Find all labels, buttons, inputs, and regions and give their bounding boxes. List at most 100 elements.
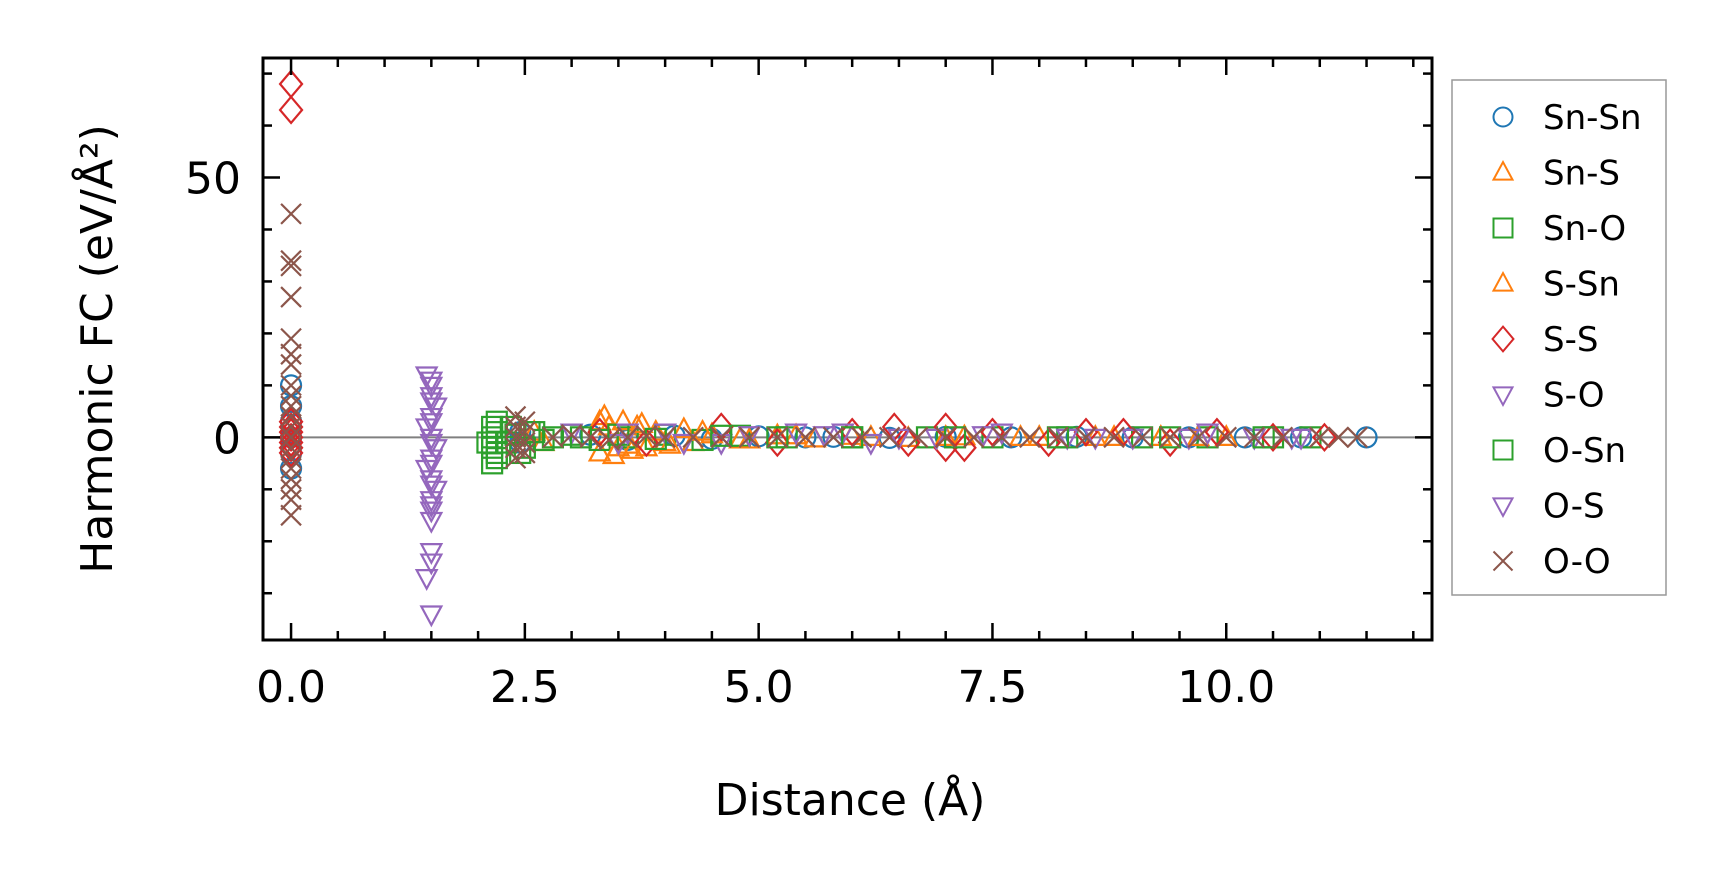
data-point xyxy=(419,449,444,472)
data-point xyxy=(1215,426,1238,449)
data-point xyxy=(766,426,789,449)
x-tick-label: 10.0 xyxy=(1177,662,1275,713)
data-point xyxy=(1130,426,1154,449)
data-point xyxy=(1177,428,1201,451)
data-point xyxy=(611,408,635,431)
legend-entry: Sn-O xyxy=(1492,209,1626,249)
data-point xyxy=(278,438,304,468)
data-point xyxy=(924,428,949,451)
data-point xyxy=(278,417,304,447)
legend: Sn-Sn Sn-S Sn-O S-Sn S-S S-O O-Sn O-S O-O xyxy=(1451,79,1667,596)
data-point xyxy=(419,605,444,628)
data-point xyxy=(280,286,302,308)
data-point xyxy=(1008,424,1033,446)
series-o-s xyxy=(419,371,1304,524)
data-point xyxy=(280,436,302,459)
legend-label: O-Sn xyxy=(1543,431,1626,471)
data-point xyxy=(737,426,762,449)
data-point xyxy=(1157,427,1183,458)
data-point xyxy=(906,426,929,449)
data-point xyxy=(1346,426,1368,449)
legend-entries: Sn-Sn Sn-S Sn-O S-Sn S-S S-O O-Sn O-S O-O xyxy=(1491,98,1642,582)
legend-marker xyxy=(1491,325,1515,353)
legend-entry: Sn-Sn xyxy=(1492,98,1642,138)
legend-label: S-Sn xyxy=(1543,265,1620,305)
tick-labels: 0.0 2.5 5.0 7.5 10.0 0 50 xyxy=(185,154,1275,713)
data-point xyxy=(280,384,302,407)
data-points xyxy=(278,69,1378,628)
data-point xyxy=(710,426,733,449)
data-point xyxy=(1327,426,1350,449)
data-point xyxy=(419,470,444,493)
data-point xyxy=(1083,424,1108,446)
data-point xyxy=(587,439,612,462)
data-point xyxy=(280,504,302,527)
data-point xyxy=(280,353,302,376)
legend-marker xyxy=(1492,217,1514,239)
data-point xyxy=(414,459,439,482)
legend-entry: S-S xyxy=(1491,320,1598,360)
data-point xyxy=(766,426,789,449)
data-point xyxy=(280,203,302,225)
data-point xyxy=(414,366,439,389)
data-point xyxy=(280,457,302,480)
data-point xyxy=(414,418,439,441)
data-point xyxy=(934,426,957,449)
data-point xyxy=(1019,426,1041,449)
data-point xyxy=(1159,426,1182,449)
data-point xyxy=(822,426,845,449)
legend-entry: O-S xyxy=(1491,487,1605,527)
data-point xyxy=(419,387,444,410)
data-point xyxy=(708,412,734,442)
legend-entry: Sn-S xyxy=(1491,154,1620,194)
data-point xyxy=(542,426,564,449)
data-point xyxy=(690,418,715,441)
data-point xyxy=(514,442,536,464)
data-point xyxy=(1075,426,1097,449)
data-point xyxy=(419,407,444,430)
y-tick-label: 50 xyxy=(185,154,241,205)
data-point xyxy=(764,427,790,458)
x-tick-label: 2.5 xyxy=(490,662,560,713)
data-point xyxy=(635,425,658,447)
data-point xyxy=(514,431,536,454)
data-point xyxy=(1260,422,1286,453)
data-point xyxy=(1279,428,1304,451)
data-point xyxy=(280,488,302,511)
legend-entry: S-O xyxy=(1491,376,1605,416)
data-point xyxy=(419,376,444,399)
data-point xyxy=(1046,426,1070,449)
data-point xyxy=(709,433,734,456)
legend-marker xyxy=(1491,386,1515,408)
data-point xyxy=(419,371,444,394)
legend-marker xyxy=(1491,270,1515,292)
legend-label: S-O xyxy=(1543,376,1605,416)
data-point xyxy=(419,428,444,451)
data-point xyxy=(654,426,676,449)
data-point xyxy=(598,429,620,451)
data-point xyxy=(280,327,302,350)
data-point xyxy=(887,428,911,451)
data-point xyxy=(419,501,444,524)
data-point xyxy=(419,543,444,565)
data-point xyxy=(280,374,302,397)
data-point xyxy=(280,426,302,449)
data-point xyxy=(485,410,508,433)
data-point xyxy=(850,426,873,449)
data-point xyxy=(424,397,448,420)
data-point xyxy=(514,410,536,433)
x-tick-label: 5.0 xyxy=(724,662,794,713)
data-point xyxy=(559,423,584,446)
data-point xyxy=(1131,426,1153,449)
legend-label: Sn-O xyxy=(1543,209,1626,249)
data-point xyxy=(424,480,448,503)
legend-frame xyxy=(1451,79,1667,596)
legend-marker xyxy=(1491,497,1515,519)
data-point xyxy=(560,423,583,446)
data-point xyxy=(414,569,439,591)
legend-label: Sn-S xyxy=(1543,154,1620,194)
data-point xyxy=(1102,424,1126,446)
data-point xyxy=(951,433,977,463)
y-tick-label: 0 xyxy=(213,413,241,464)
